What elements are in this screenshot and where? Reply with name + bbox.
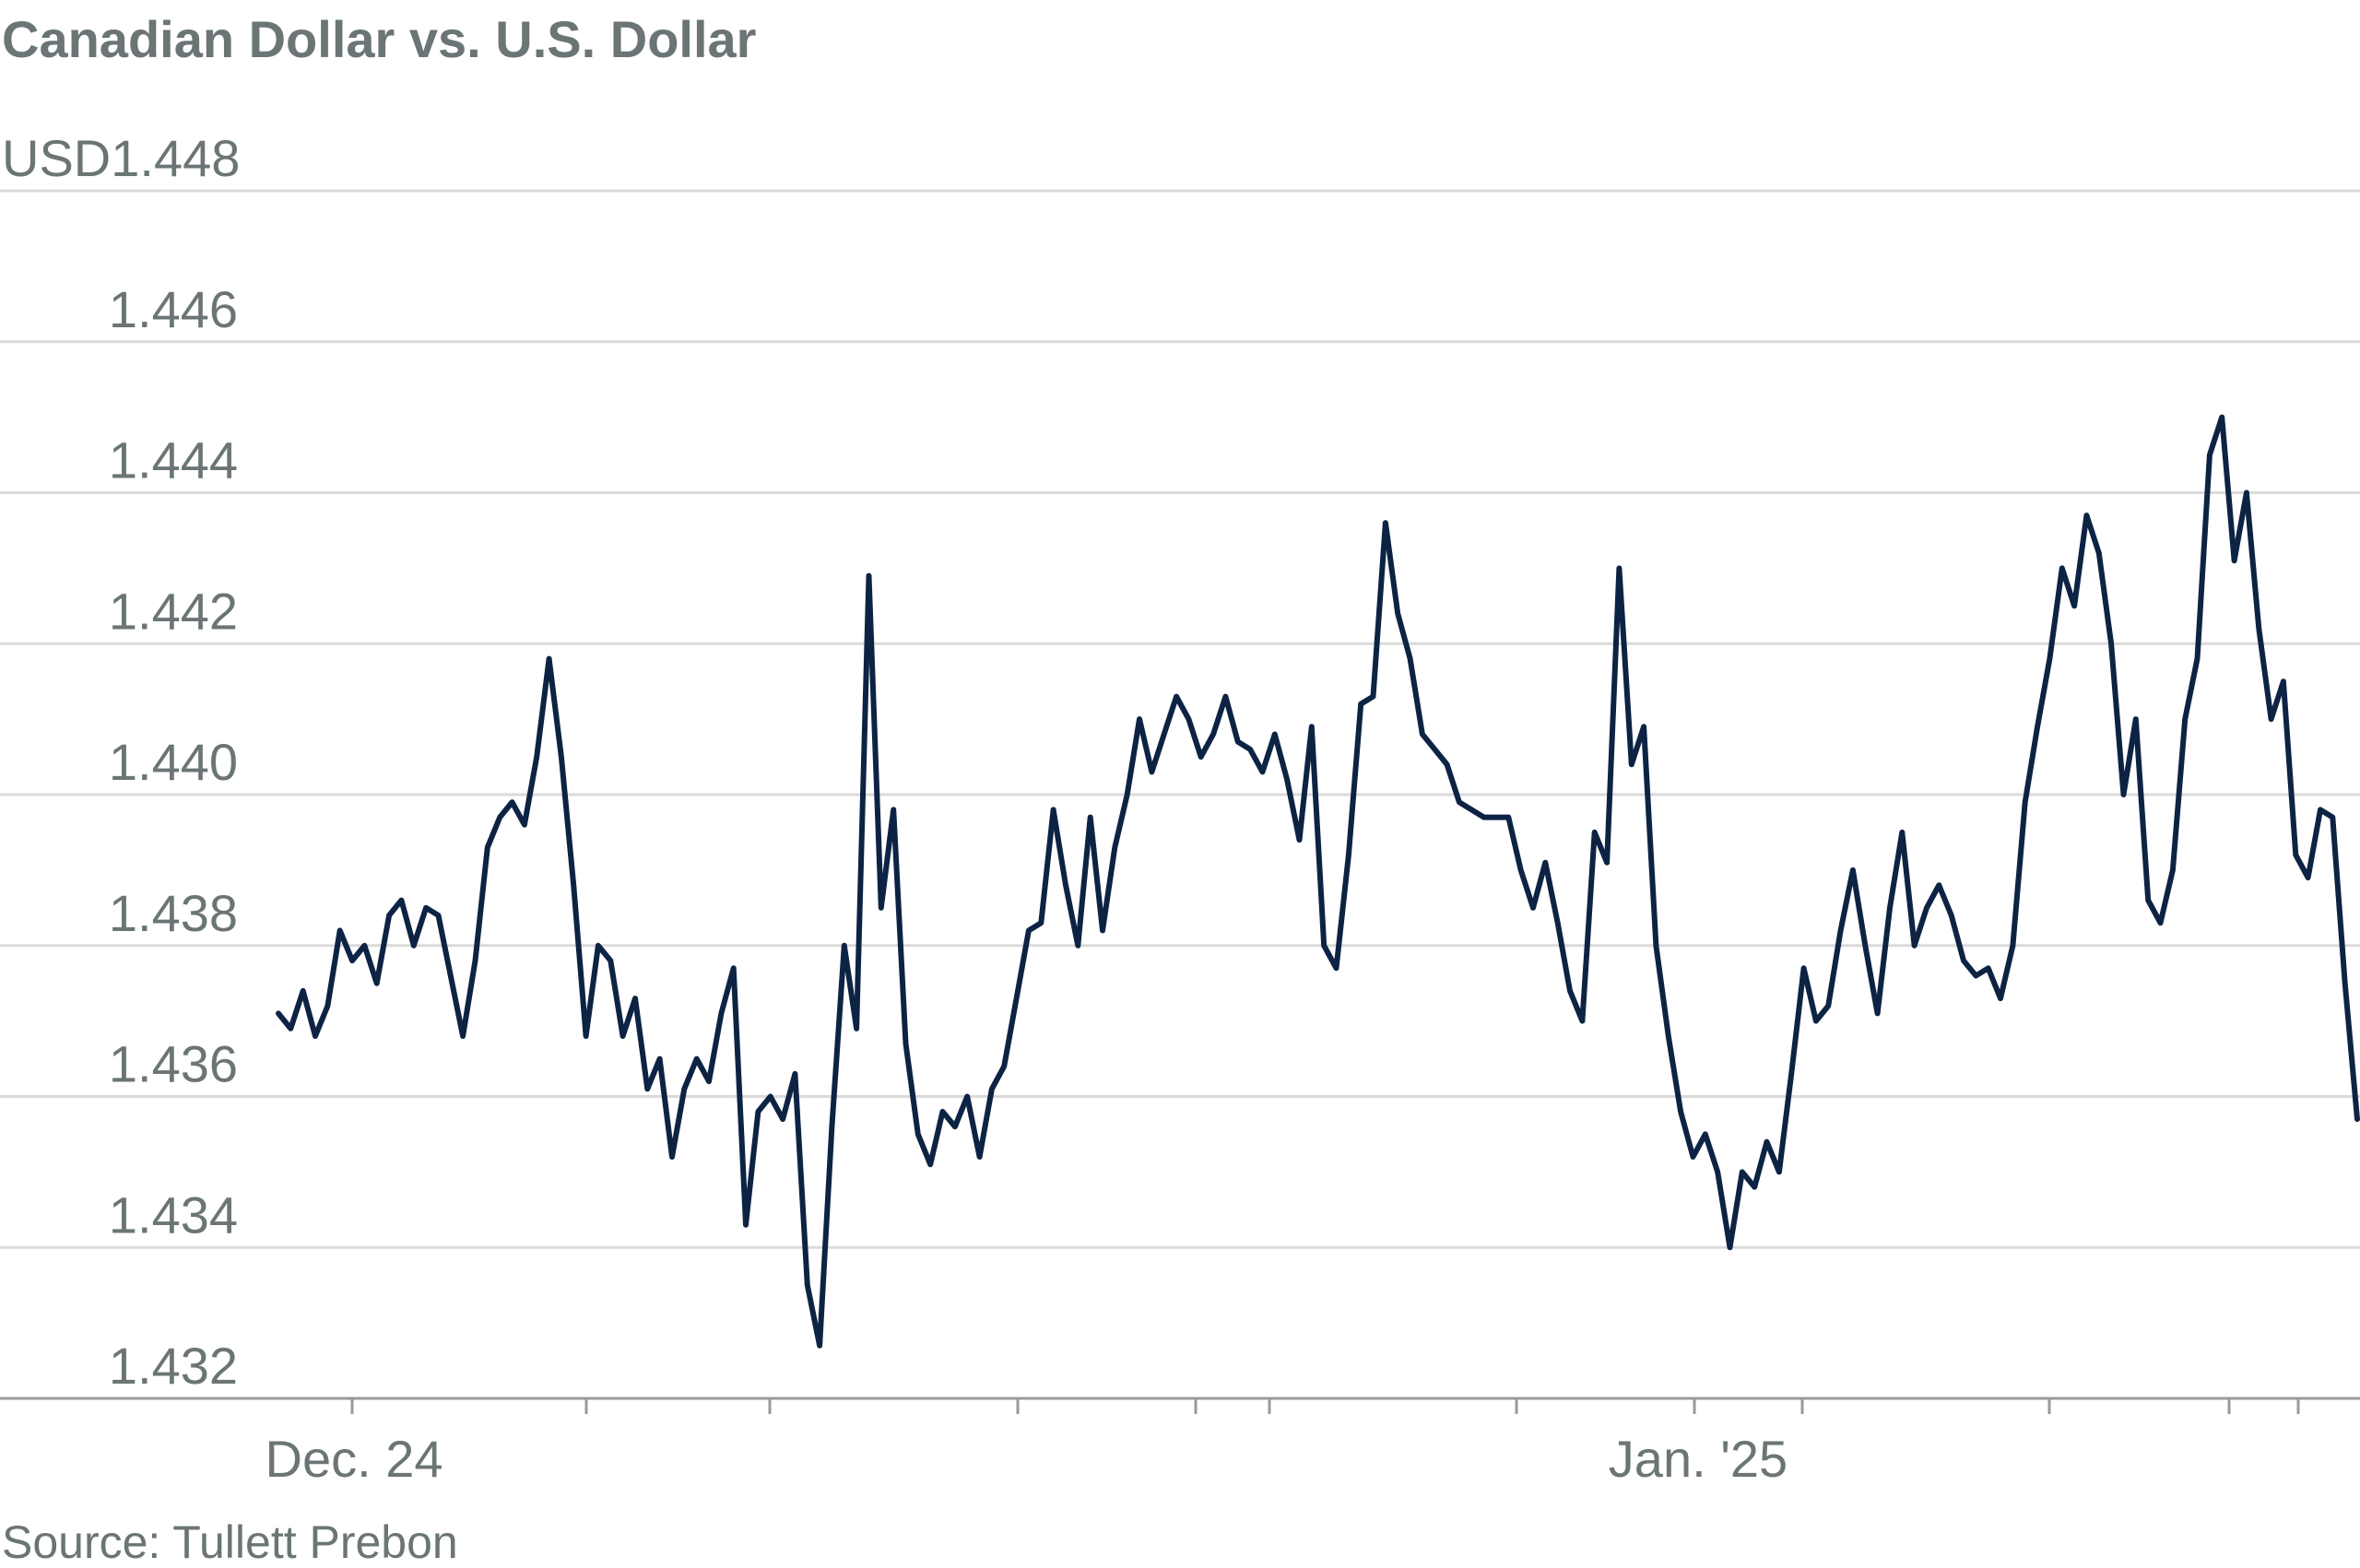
y-tick-label: 1.440 <box>109 733 238 791</box>
series-line-cad-usd <box>276 414 2360 1349</box>
gridlines <box>0 189 2360 1249</box>
source-note: Source: Tullett Prebon <box>2 1516 458 1568</box>
x-tick-label: Jan. '25 <box>1609 1430 1788 1488</box>
chart-title: Canadian Dollar vs. U.S. Dollar <box>2 10 756 68</box>
x-tick-label: Dec. 24 <box>266 1430 443 1488</box>
y-tick-label: 1.444 <box>109 431 238 489</box>
y-tick-label: USD1.448 <box>2 129 240 187</box>
y-tick-label: 1.442 <box>109 582 238 640</box>
y-axis-tick-labels: USD1.448 1.446 1.444 1.442 1.440 1.438 1.436 1.… <box>2 129 240 1395</box>
y-tick-label: 1.432 <box>109 1337 238 1395</box>
y-tick-label: 1.438 <box>109 884 238 942</box>
y-tick-label: 1.436 <box>109 1035 238 1093</box>
y-tick-label: 1.434 <box>109 1185 238 1244</box>
y-tick-label: 1.446 <box>109 280 238 338</box>
x-axis-ticks: Dec. 24 Jan. '25 <box>266 1398 2300 1488</box>
